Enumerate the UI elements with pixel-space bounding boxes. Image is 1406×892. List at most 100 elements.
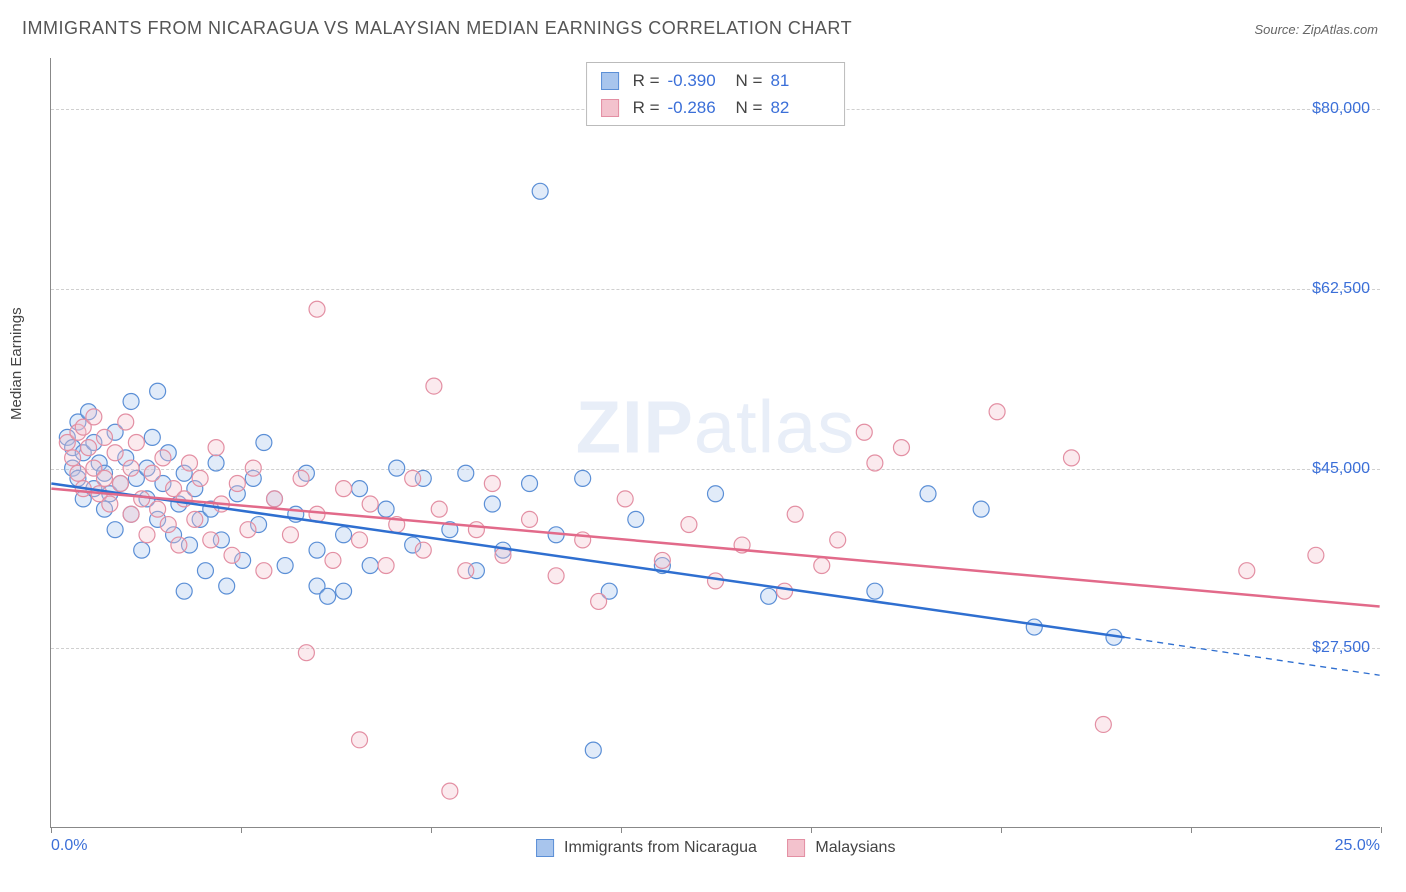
series-legend: Immigrants from Nicaragua Malaysians (536, 839, 896, 857)
r-value-2: -0.286 (668, 94, 728, 121)
scatter-point (81, 440, 97, 456)
scatter-point (867, 583, 883, 599)
source-label: Source: ZipAtlas.com (1254, 22, 1378, 37)
scatter-point (107, 445, 123, 461)
scatter-point (203, 532, 219, 548)
scatter-point (458, 563, 474, 579)
scatter-point (484, 476, 500, 492)
scatter-point (352, 732, 368, 748)
scatter-point (176, 583, 192, 599)
scatter-point (171, 537, 187, 553)
legend-item-2: Malaysians (787, 839, 895, 857)
scatter-point (708, 486, 724, 502)
r-label: R = (633, 94, 660, 121)
scatter-point (134, 491, 150, 507)
scatter-point (336, 583, 352, 599)
n-value-2: 82 (770, 94, 830, 121)
scatter-point (155, 450, 171, 466)
scatter-point (522, 511, 538, 527)
scatter-point (118, 414, 134, 430)
scatter-point (336, 527, 352, 543)
scatter-point (426, 378, 442, 394)
scatter-point (245, 460, 261, 476)
scatter-point (468, 522, 484, 538)
scatter-point (139, 527, 155, 543)
scatter-point (309, 301, 325, 317)
legend-item-1: Immigrants from Nicaragua (536, 839, 757, 857)
scatter-point (708, 573, 724, 589)
scatter-point (532, 183, 548, 199)
scatter-point (628, 511, 644, 527)
scatter-point (761, 588, 777, 604)
scatter-point (378, 501, 394, 517)
scatter-point (362, 496, 378, 512)
scatter-point (160, 517, 176, 533)
scatter-point (134, 542, 150, 558)
scatter-point (442, 783, 458, 799)
scatter-point (362, 558, 378, 574)
legend-label-1: Immigrants from Nicaragua (564, 839, 757, 856)
scatter-point (1239, 563, 1255, 579)
scatter-point (591, 593, 607, 609)
x-tick (431, 827, 432, 833)
scatter-point (309, 542, 325, 558)
scatter-point (787, 506, 803, 522)
swatch-series-1 (601, 72, 619, 90)
scatter-point (298, 645, 314, 661)
correlation-legend: R = -0.390 N = 81 R = -0.286 N = 82 (586, 62, 846, 126)
scatter-point (431, 501, 447, 517)
x-tick (1001, 827, 1002, 833)
scatter-point (219, 578, 235, 594)
trend-line (51, 484, 1124, 638)
scatter-point (920, 486, 936, 502)
scatter-point (856, 424, 872, 440)
scatter-point (128, 435, 144, 451)
trend-line-extension (1125, 637, 1380, 675)
scatter-point (123, 393, 139, 409)
n-label: N = (736, 67, 763, 94)
r-value-1: -0.390 (668, 67, 728, 94)
scatter-point (192, 470, 208, 486)
scatter-point (654, 552, 670, 568)
scatter-point (208, 455, 224, 471)
scatter-point (777, 583, 793, 599)
scatter-point (150, 383, 166, 399)
swatch-series-2 (601, 99, 619, 117)
legend-label-2: Malaysians (815, 839, 895, 856)
scatter-point (617, 491, 633, 507)
scatter-point (1308, 547, 1324, 563)
x-tick (621, 827, 622, 833)
scatter-point (585, 742, 601, 758)
x-axis-max-label: 25.0% (1335, 837, 1380, 855)
scatter-point (415, 542, 431, 558)
scatter-point (973, 501, 989, 517)
scatter-point (187, 511, 203, 527)
scatter-point (522, 476, 538, 492)
scatter-point (182, 455, 198, 471)
correlation-row-1: R = -0.390 N = 81 (601, 67, 831, 94)
n-value-1: 81 (770, 67, 830, 94)
legend-swatch-1 (536, 839, 554, 857)
scatter-point (144, 429, 160, 445)
scatter-point (575, 470, 591, 486)
x-tick (241, 827, 242, 833)
scatter-point (267, 491, 283, 507)
scatter-point (97, 470, 113, 486)
scatter-point (989, 404, 1005, 420)
scatter-svg (51, 58, 1380, 827)
scatter-point (256, 563, 272, 579)
scatter-point (830, 532, 846, 548)
correlation-row-2: R = -0.286 N = 82 (601, 94, 831, 121)
r-label: R = (633, 67, 660, 94)
scatter-point (144, 465, 160, 481)
scatter-point (107, 522, 123, 538)
x-tick (1191, 827, 1192, 833)
scatter-point (197, 563, 213, 579)
scatter-point (229, 476, 245, 492)
scatter-point (405, 470, 421, 486)
scatter-point (112, 476, 128, 492)
scatter-point (123, 506, 139, 522)
x-tick (1381, 827, 1382, 833)
x-axis-min-label: 0.0% (51, 837, 87, 855)
scatter-point (1026, 619, 1042, 635)
